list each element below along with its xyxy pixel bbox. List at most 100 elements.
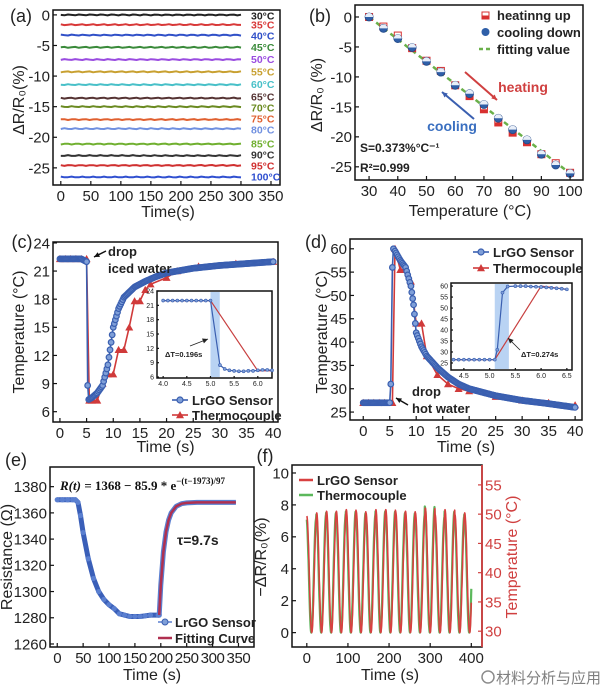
y-tick-label: 9 <box>42 376 50 393</box>
y-tick-label: 35 <box>440 339 448 346</box>
x-tick-label: 30 <box>514 423 531 440</box>
x-tick-label: 150 <box>138 188 163 205</box>
sensor-point <box>142 613 148 619</box>
x-tick-label: 250 <box>175 650 199 667</box>
x-tick-label: 6.0 <box>536 373 546 380</box>
thermocouple-point <box>417 319 426 327</box>
inset-sensor-point <box>232 369 236 373</box>
inset-sensor-point <box>175 298 180 303</box>
x-tick-label: 350 <box>227 650 251 667</box>
heating-arrow <box>464 71 498 101</box>
y-tick-label: -25 <box>330 159 352 176</box>
y-tick-label: -15 <box>28 99 50 116</box>
y-tick-label: 0 <box>344 9 352 26</box>
formula-part: R(t) = <box>59 478 95 493</box>
sensor-point <box>59 497 66 503</box>
series-line-90c <box>60 154 242 157</box>
x-tick-label: 25 <box>487 423 504 440</box>
thermocouple-point <box>162 273 171 281</box>
legend-thermocouple-marker <box>176 411 184 419</box>
series-label: 30°C <box>251 11 275 23</box>
y-tick-label: 55 <box>330 265 347 282</box>
sensor-line <box>306 507 473 634</box>
y-tick-label: 0 <box>281 625 289 642</box>
panel-label: (f) <box>257 446 274 466</box>
y-tick-label: 25 <box>440 360 448 367</box>
x-tick-label: 6.0 <box>253 381 263 388</box>
sensor-point <box>107 338 115 346</box>
series-label: 60°C <box>251 79 275 91</box>
inset-sensor-point <box>487 357 492 362</box>
sensor-point <box>90 575 97 582</box>
series-label: 85°C <box>251 139 275 151</box>
legend-thermocouple-marker <box>477 264 485 272</box>
cooling-arrow-head <box>442 92 448 98</box>
cooling-point-top <box>451 81 460 86</box>
legend-label: Thermocouple <box>317 488 407 503</box>
legend-label: Thermocouple <box>192 408 282 423</box>
series-line-45c <box>60 45 242 49</box>
x-tick-label: 90 <box>533 183 550 200</box>
tau-annotation: τ=9.7s <box>177 532 219 548</box>
inset-sensor-point <box>472 357 476 362</box>
drop-annotation: drop <box>412 384 441 399</box>
x-tick-label: 0 <box>56 425 64 442</box>
legend-label: cooling down <box>497 25 581 40</box>
series-line-35c <box>60 23 241 27</box>
sensor-point <box>410 301 417 309</box>
x-tick-label: 50 <box>75 650 91 667</box>
x-tick-label: 10 <box>105 425 122 442</box>
x-tick-label: 100 <box>558 183 583 200</box>
legend-label: LrGO Sensor <box>317 473 398 488</box>
legend-sensor-marker <box>176 396 184 404</box>
y-axis-label: Resistance (Ω) <box>0 504 16 610</box>
x-axis-label: Time(s) <box>141 204 195 221</box>
thermocouple-point <box>141 285 150 294</box>
inset-sensor-point <box>170 298 175 303</box>
drop-annotation: drop <box>108 244 137 259</box>
y-tick-label: 25 <box>330 404 347 421</box>
x-tick-label: 300 <box>418 650 443 667</box>
x-tick-label: 80 <box>504 183 521 200</box>
cooling-point-top <box>393 34 402 39</box>
sensitivity-annotation: S=0.373%°C⁻¹ <box>360 141 440 155</box>
inset-sensor-point <box>495 347 500 352</box>
x-tick-label: 5.5 <box>229 381 239 388</box>
x-tick-label: 5.5 <box>510 373 520 380</box>
x-tick-label: 30 <box>212 425 229 442</box>
inset-sensor-point <box>199 298 203 303</box>
inset-sensor-point <box>462 357 466 362</box>
cooling-point-top <box>436 68 445 73</box>
x-tick-label: 4.5 <box>459 373 469 380</box>
y-tick-label: 40 <box>330 334 347 351</box>
sensor-point <box>65 497 71 503</box>
x-tick-label: 5.0 <box>485 373 495 380</box>
heating-label: heating <box>498 79 548 95</box>
heating-point-fill <box>509 132 517 137</box>
legend-label: fitting value <box>497 42 570 57</box>
y-tick-label: -20 <box>28 130 50 147</box>
y-tick-label: -10 <box>330 69 352 86</box>
thermocouple-point <box>109 370 118 378</box>
y-axis-label: Temperature (°C) <box>11 271 28 394</box>
x-tick-label: 150 <box>123 650 147 667</box>
sensor-point <box>96 588 102 595</box>
sensor-point <box>408 288 416 296</box>
series-label: 45°C <box>251 42 275 54</box>
series-line-75c <box>60 118 242 121</box>
x-tick-label: 4.0 <box>158 381 168 388</box>
heating-point-fill <box>480 109 488 113</box>
inset-sensor-point <box>251 369 255 373</box>
series-label: 80°C <box>251 124 275 136</box>
formula-exponent: −(t−1973)/97 <box>176 476 225 486</box>
cooling-point-top <box>508 125 517 130</box>
sensor-point <box>77 512 84 519</box>
inset-sensor-point <box>256 368 260 373</box>
series-line-40c <box>60 33 242 37</box>
sensor-point <box>84 382 92 389</box>
y-tick-label: 15 <box>33 320 50 337</box>
y-tick-label: -25 <box>28 160 50 177</box>
inset-sensor-point <box>523 284 528 288</box>
